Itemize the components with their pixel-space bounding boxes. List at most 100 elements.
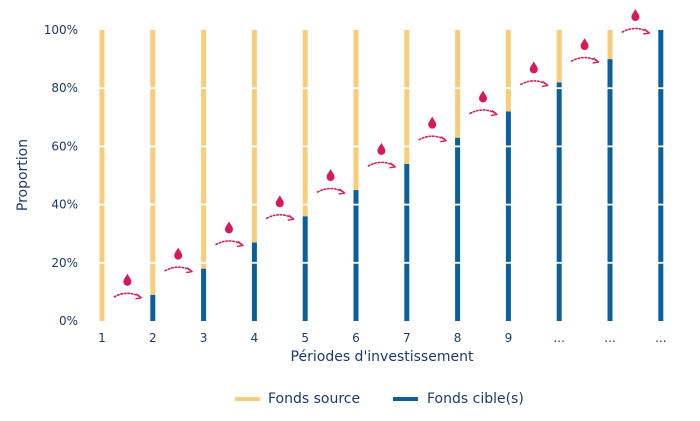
bar-separator	[454, 145, 462, 148]
bar-separator	[403, 145, 411, 148]
x-tick-label: 7	[403, 331, 411, 345]
bar-fonds-cible	[353, 190, 359, 321]
bar-separator	[149, 87, 157, 90]
transition-marker	[113, 273, 143, 300]
bar-fonds-source	[251, 30, 257, 243]
drop-icon	[174, 247, 183, 260]
bar-separator	[504, 145, 512, 148]
bar-separator	[555, 145, 563, 148]
legend-swatch-fonds-cible	[393, 397, 418, 401]
drop-icon	[479, 90, 487, 103]
bar-separator	[657, 145, 665, 148]
bar-separator	[200, 261, 208, 264]
bar-separator	[403, 203, 411, 206]
bar-separator	[504, 203, 512, 206]
arrow-head	[643, 28, 651, 35]
bar-separator	[250, 261, 258, 264]
drop-icon	[377, 142, 386, 155]
transition-marker	[418, 116, 447, 143]
bar-separator	[301, 261, 309, 264]
arrow-head	[236, 240, 244, 248]
bar-fonds-source	[505, 30, 511, 112]
drop-icon	[580, 38, 589, 51]
bar-separator	[98, 145, 106, 148]
x-tick-label: ...	[655, 331, 666, 345]
arrow-head	[490, 109, 498, 117]
bar-separator	[504, 261, 512, 264]
bar-fonds-cible	[658, 30, 664, 321]
bar-separator	[352, 203, 360, 206]
bar-separator	[149, 261, 157, 264]
x-tick-label: 1	[98, 331, 106, 345]
transition-marker	[520, 61, 549, 88]
drop-icon	[123, 273, 132, 286]
drop-icon	[631, 9, 640, 21]
y-tick-label: 20%	[51, 256, 78, 270]
bar-fonds-source	[150, 30, 156, 295]
x-tick-label: 2	[149, 331, 157, 345]
bar-separator	[606, 203, 614, 206]
bar-separator	[606, 145, 614, 148]
drop-icon	[428, 116, 437, 129]
arrow-head	[592, 57, 600, 64]
y-tick-label: 0%	[59, 314, 78, 328]
x-tick-label: 6	[352, 331, 360, 345]
bar-fonds-source	[99, 30, 105, 321]
bar-fonds-cible	[505, 111, 511, 321]
bar-separator	[352, 145, 360, 148]
bar-separator	[301, 145, 309, 148]
drop-icon	[225, 221, 233, 234]
bar-separator	[250, 145, 258, 148]
y-axis-label: Proportion	[15, 139, 31, 211]
legend-swatch-fonds-source	[235, 397, 260, 401]
bar-separator	[454, 87, 462, 90]
bar-fonds-source	[302, 30, 308, 217]
bar-separator	[200, 145, 208, 148]
arrow-head	[389, 162, 397, 169]
x-tick-label: 3	[200, 331, 208, 345]
x-tick-label: 8	[454, 331, 462, 345]
x-axis-label: Périodes d'investissement	[291, 349, 474, 365]
bar-separator	[98, 203, 106, 206]
bar-separator	[98, 261, 106, 264]
bar-separator	[149, 203, 157, 206]
y-tick-label: 100%	[44, 23, 78, 37]
drop-icon	[529, 61, 538, 74]
transition-markers	[113, 9, 651, 300]
bar-separator	[454, 203, 462, 206]
bar-separator	[250, 87, 258, 90]
bar-fonds-source	[607, 30, 613, 60]
x-tick-label: ...	[553, 331, 564, 345]
bar-separator	[200, 203, 208, 206]
bar-fonds-cible	[556, 82, 562, 321]
bar-separator	[403, 261, 411, 264]
x-tick-label: 5	[301, 331, 309, 345]
transition-marker	[215, 221, 244, 248]
x-tick-label: 4	[251, 331, 259, 345]
bar-fonds-cible	[150, 294, 156, 321]
x-tick-labels: 1 2 3 4 5 6 7 8 9.........	[98, 331, 666, 345]
y-tick-label: 40%	[51, 198, 78, 212]
bar-fonds-cible	[607, 59, 613, 321]
bar-separator	[454, 261, 462, 264]
bar-separator	[606, 87, 614, 90]
y-tick-labels: 0% 20% 40% 60% 80% 100%	[44, 23, 78, 328]
drop-icon	[275, 195, 284, 208]
bar-fonds-cible	[455, 137, 461, 321]
x-tick-label: 9	[505, 331, 513, 345]
bar-fonds-cible	[201, 268, 207, 321]
bar-fonds-cible	[302, 216, 308, 321]
bar-separator	[301, 87, 309, 90]
bar-separator	[657, 203, 665, 206]
arrow-head	[541, 80, 549, 88]
arrow-head	[287, 214, 295, 221]
bar-separator	[250, 203, 258, 206]
bar-fonds-source	[556, 30, 562, 83]
bar-separator	[504, 87, 512, 90]
bar-fonds-cible	[251, 242, 257, 321]
arrow-head	[440, 136, 447, 143]
bar-separator	[657, 261, 665, 264]
bar-separator	[657, 87, 665, 90]
bar-separator	[555, 87, 563, 90]
legend-label-fonds-source: Fonds source	[268, 391, 360, 407]
